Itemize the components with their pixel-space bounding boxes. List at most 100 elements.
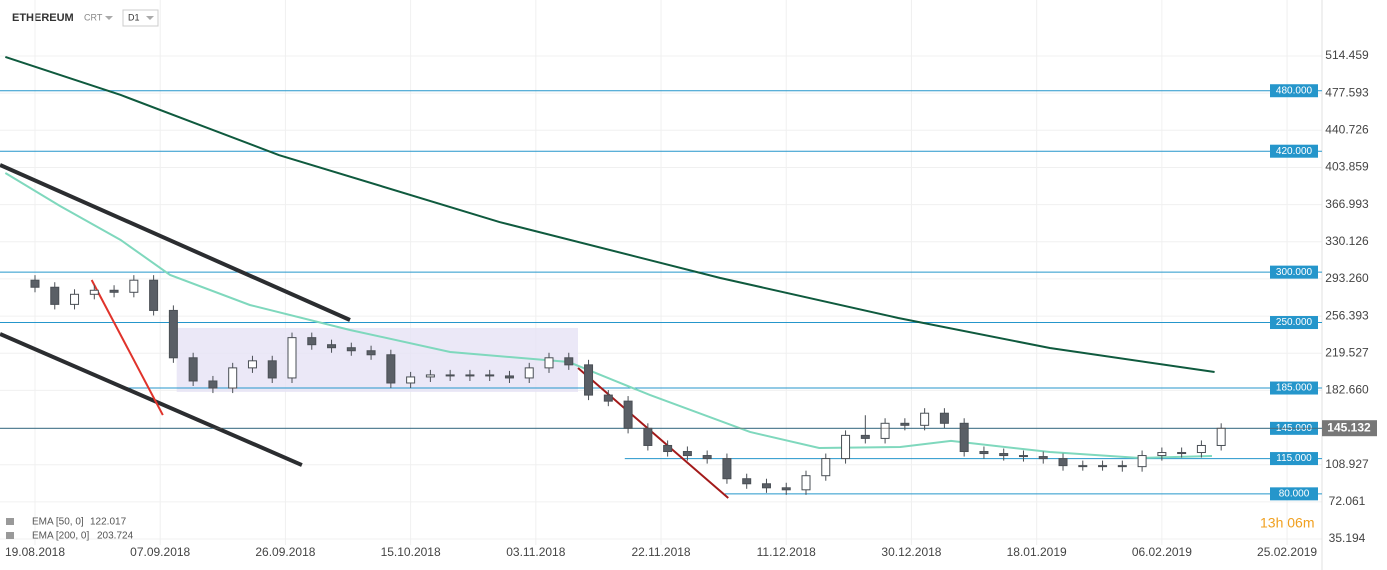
candle-body bbox=[841, 434, 851, 460]
y-tick-label: 477.593 bbox=[1325, 85, 1369, 99]
level-tag bbox=[1270, 487, 1318, 501]
x-tick-label: 07.09.2018 bbox=[130, 545, 190, 559]
candle-body bbox=[880, 422, 890, 439]
candle-body bbox=[445, 374, 455, 377]
candle-body bbox=[979, 451, 989, 455]
candle-body bbox=[702, 455, 712, 460]
candle-body bbox=[247, 360, 257, 369]
candle-body bbox=[643, 427, 653, 446]
level-tag bbox=[1270, 452, 1318, 466]
y-tick-label: 366.993 bbox=[1325, 197, 1369, 211]
y-tick-label: 35.194 bbox=[1329, 531, 1366, 545]
candle-body bbox=[682, 451, 692, 457]
candle-body bbox=[603, 394, 613, 402]
candle-body bbox=[524, 367, 534, 379]
trend-line bbox=[577, 367, 729, 499]
ema-line bbox=[5, 56, 1215, 373]
candle-body bbox=[1216, 427, 1226, 446]
candle-body bbox=[504, 375, 514, 379]
candle-body bbox=[30, 279, 40, 288]
level-label: 185.000 bbox=[1276, 383, 1313, 394]
candle-body bbox=[1137, 455, 1147, 468]
candle-body bbox=[287, 337, 297, 379]
candle-body bbox=[722, 458, 732, 480]
candle-body bbox=[781, 487, 791, 491]
x-tick-label: 06.02.2019 bbox=[1132, 545, 1192, 559]
candle-body bbox=[327, 344, 337, 349]
candle-body bbox=[149, 279, 159, 311]
range-zone bbox=[176, 327, 579, 392]
candle-body bbox=[366, 350, 376, 356]
trend-line bbox=[0, 163, 351, 322]
candle-body bbox=[228, 367, 238, 389]
last-price-tag bbox=[1322, 420, 1377, 437]
mode[interactable]: CRT bbox=[84, 12, 103, 22]
x-tick-label: 15.10.2018 bbox=[381, 545, 441, 559]
y-tick-label: 219.527 bbox=[1325, 345, 1369, 359]
y-tick-label: 403.859 bbox=[1325, 160, 1369, 174]
x-tick-label: 30.12.2018 bbox=[881, 545, 941, 559]
level-label: 80.000 bbox=[1279, 488, 1310, 499]
candle-body bbox=[406, 376, 416, 384]
x-tick-label: 11.12.2018 bbox=[757, 545, 816, 559]
x-tick-label: 22.11.2018 bbox=[631, 545, 690, 559]
level-label: 115.000 bbox=[1276, 453, 1312, 464]
candle-body bbox=[129, 279, 139, 293]
interval-box[interactable] bbox=[122, 9, 159, 27]
legend-name[interactable]: EMA [50, 0] bbox=[32, 517, 84, 528]
candle-body bbox=[208, 380, 218, 389]
candle-body bbox=[1078, 465, 1088, 468]
candle-body bbox=[920, 412, 930, 426]
candle-body bbox=[1117, 465, 1127, 468]
candle-body bbox=[1058, 458, 1068, 467]
y-tick-label: 330.126 bbox=[1325, 234, 1369, 248]
candle-body bbox=[485, 374, 495, 377]
candle-body bbox=[900, 422, 910, 426]
candle-body bbox=[50, 286, 60, 305]
ema-line bbox=[4, 172, 1212, 459]
candle-body bbox=[663, 444, 673, 453]
interval[interactable]: D1 bbox=[128, 12, 140, 22]
candle-body bbox=[623, 400, 633, 429]
candle-body bbox=[959, 422, 969, 453]
legend-value: 122.017 bbox=[90, 517, 127, 528]
legend-name[interactable]: EMA [200, 0] bbox=[32, 531, 89, 542]
y-tick-label: 108.927 bbox=[1325, 457, 1369, 471]
candle-body bbox=[1196, 444, 1206, 454]
candle-body bbox=[89, 289, 99, 295]
candle-body bbox=[742, 478, 752, 485]
x-tick-label: 19.08.2018 bbox=[5, 545, 65, 559]
candle-body bbox=[821, 458, 831, 477]
y-tick-label: 182.660 bbox=[1325, 383, 1369, 397]
last-price-label: 145.132 bbox=[1327, 420, 1371, 434]
candle-body bbox=[761, 483, 771, 489]
x-tick-label: 25.02.2019 bbox=[1257, 545, 1317, 559]
x-tick-label: 03.11.2018 bbox=[506, 545, 565, 559]
candle-body bbox=[346, 347, 356, 352]
candle-body bbox=[1038, 456, 1048, 460]
candle-body bbox=[425, 374, 435, 378]
candle-body bbox=[386, 354, 396, 384]
level-tag bbox=[1270, 316, 1318, 330]
candle-body bbox=[1098, 465, 1108, 468]
candle-body bbox=[939, 412, 949, 424]
candle-body bbox=[1177, 452, 1187, 455]
level-label: 420.000 bbox=[1276, 146, 1313, 157]
y-tick-label: 293.260 bbox=[1325, 271, 1369, 285]
candle-body bbox=[267, 360, 277, 379]
trend-line bbox=[0, 332, 303, 467]
level-tag bbox=[1270, 381, 1318, 395]
candle-body bbox=[999, 453, 1009, 457]
candle-body bbox=[188, 357, 198, 382]
candle-body bbox=[584, 364, 594, 396]
legend-icon bbox=[6, 532, 14, 539]
candle-body bbox=[544, 357, 554, 369]
candle-body bbox=[109, 289, 119, 293]
candle-body bbox=[860, 434, 870, 439]
y-tick-label: 440.726 bbox=[1325, 122, 1369, 136]
candle-body bbox=[564, 357, 574, 366]
symbol[interactable]: ETHEREUM bbox=[12, 12, 74, 24]
level-label: 300.000 bbox=[1276, 267, 1313, 278]
